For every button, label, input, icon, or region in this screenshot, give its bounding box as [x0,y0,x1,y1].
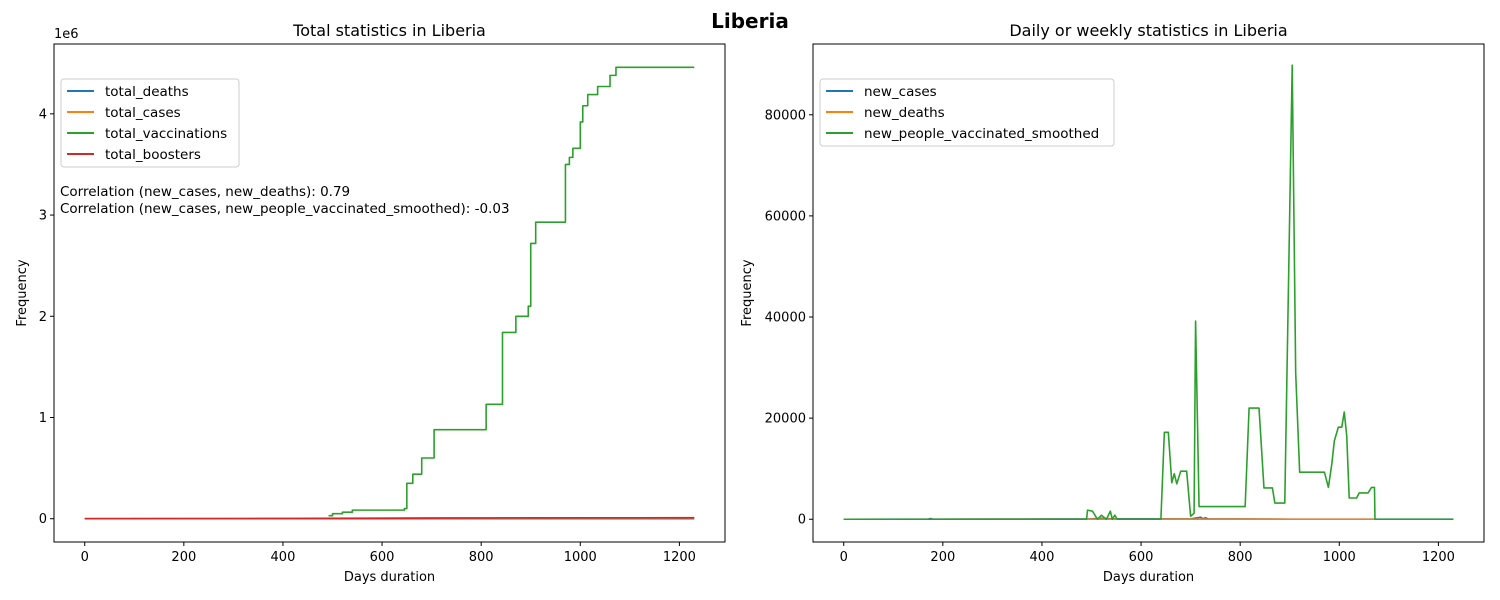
correlation-annotation: Correlation (new_cases, new_deaths): 0.7… [60,184,350,200]
x-tick-label: 400 [1030,550,1055,565]
legend: total_deaths total_cases total_vaccination… [60,78,240,168]
x-tick-label: 0 [840,550,848,565]
axes-frame [53,43,726,543]
x-tick-label: 1200 [1422,550,1455,565]
x-tick-label: 1000 [564,550,597,565]
legend: new_cases new_deaths new_people_vaccinated… [819,78,1115,147]
x-tick-label: 400 [271,550,296,565]
chart-panel-0: Total statistics in Liberia 0 200 400 600 800… [15,21,726,585]
y-tick-label: 3 [39,209,47,224]
legend-label: new_deaths [864,105,945,121]
x-tick-label: 800 [1228,550,1253,565]
chart-panel-1: Daily or weekly statistics in Liberia 0 20… [740,21,1485,585]
y-tick-label: 60000 [765,209,806,224]
y-tick-label: 0 [798,513,806,528]
series-line-new_people_vaccinated_smoothed [843,64,1454,521]
x-tick-label: 200 [930,550,955,565]
axes-frame [812,43,1485,543]
y-tick-label: 2 [39,310,47,325]
x-tick-label: 0 [81,550,89,565]
chart-title: Daily or weekly statistics in Liberia [1009,21,1287,40]
x-axis-label: Days duration [344,570,435,585]
x-tick-label: 600 [1129,550,1154,565]
x-axis-label: Days duration [1103,570,1194,585]
y-tick-label: 4 [39,107,47,122]
x-tick-label: 200 [171,550,196,565]
series-line-total_vaccinations [328,66,695,517]
correlation-annotation: Correlation (new_cases, new_people_vacci… [60,201,510,217]
legend-label: total_vaccinations [105,126,227,142]
legend-box [819,78,1115,147]
figure-title: Liberia [711,9,789,33]
plot-area [843,64,1454,521]
y-axis-label: Frequency [740,259,755,326]
x-tick-label: 800 [469,550,494,565]
plot-area [84,66,695,520]
legend-label: total_boosters [105,147,201,163]
y-tick-label: 1 [39,411,47,426]
legend-label: total_deaths [105,84,189,100]
chart-title: Total statistics in Liberia [292,21,486,40]
legend-label: new_people_vaccinated_smoothed [864,126,1099,142]
x-tick-label: 1200 [663,550,696,565]
legend-box [60,78,240,168]
legend-label: new_cases [864,84,937,100]
y-tick-label: 80000 [765,108,806,123]
y-tick-label: 0 [39,512,47,527]
y-axis-label: Frequency [15,259,30,326]
x-tick-label: 1000 [1323,550,1356,565]
legend-label: total_cases [105,105,181,121]
y-tick-label: 40000 [765,311,806,326]
series-line-total_boosters [84,516,695,520]
x-tick-label: 600 [370,550,395,565]
y-offset-label: 1e6 [54,27,79,42]
y-tick-label: 20000 [765,412,806,427]
